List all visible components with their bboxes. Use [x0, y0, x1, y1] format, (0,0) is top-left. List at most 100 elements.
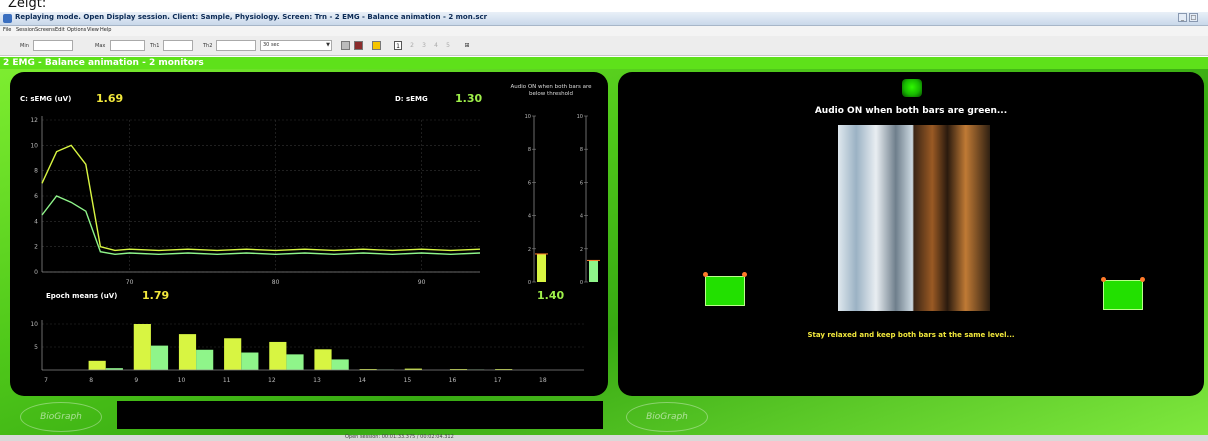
menu-bar: File Session Screens Edit Options View H…	[0, 26, 1208, 36]
layout-icon[interactable]: ⊞	[464, 42, 470, 49]
instruction-text: Stay relaxed and keep both bars at the s…	[807, 331, 1015, 339]
epoch-means-chart: 5 10 7 8 9 10 11 12 13 14 15 16 17 18	[30, 320, 584, 384]
epoch-bar-c	[359, 369, 377, 370]
time-select[interactable]: 30 sec ▼	[260, 40, 332, 51]
meter-tick-label: 8	[580, 147, 583, 153]
pause-icon[interactable]	[372, 41, 381, 50]
page-1[interactable]: 1	[394, 41, 402, 50]
epoch-bar-c	[178, 334, 197, 370]
epoch-bar-d	[286, 354, 304, 370]
min-input[interactable]	[33, 40, 73, 51]
d-semg-value: 1.30	[455, 92, 483, 105]
epoch-bar-d	[105, 368, 123, 370]
status-text: Open session: 00:01:33.375 / 00:02:04.31…	[345, 434, 454, 440]
meter-tick-label: 2	[580, 247, 583, 253]
x-tick-label: 90	[418, 279, 426, 286]
left-monitor-panel: C: sEMG (uV) 1.69 D: sEMG 1.30 Audio ON …	[10, 72, 608, 396]
epoch-bar-d	[241, 352, 259, 370]
biograph-logo-left: BioGraph	[20, 402, 102, 432]
message-bar	[117, 401, 603, 429]
meter-tick-label: 10	[577, 114, 583, 120]
y-tick-label: 2	[34, 244, 38, 251]
page-2[interactable]: 2	[410, 42, 414, 49]
x-tick-label: 15	[404, 377, 412, 384]
x-tick-label: 17	[494, 377, 502, 384]
balance-image	[838, 125, 990, 311]
audio-lamp-icon	[902, 79, 922, 97]
screen-header: 2 EMG - Balance animation - 2 monitors	[0, 57, 1208, 69]
c-semg-label: C: sEMG (uV)	[20, 95, 72, 103]
th2-input[interactable]	[216, 40, 256, 51]
semg-line-chart: 0 2 4 6 8 10 12 70 80 90	[30, 116, 481, 286]
window-title: Replaying mode. Open Display session. Cl…	[15, 13, 488, 21]
meter-tick-label: 0	[580, 280, 583, 286]
series-d-line	[41, 195, 481, 255]
c-semg-value: 1.69	[96, 92, 124, 105]
max-label: Max	[95, 43, 106, 49]
epoch-bar-c	[269, 341, 287, 370]
stop-icon[interactable]	[341, 41, 350, 50]
y-tick-label: 12	[30, 117, 38, 124]
audio-threshold-note: Audio ON when both bars are below thresh…	[510, 84, 592, 97]
epoch-means-label: Epoch means (uV)	[46, 292, 118, 300]
right-bar-marker	[1101, 277, 1106, 282]
th1-label: Th1	[150, 43, 160, 49]
audio-heading: Audio ON when both bars are green...	[814, 106, 1008, 116]
meter-tick-label: 0	[528, 280, 531, 286]
meter-bar-d	[589, 260, 598, 282]
y-tick-label: 0	[34, 269, 38, 276]
meter-tick-label: 4	[580, 214, 583, 220]
x-tick-label: 70	[126, 279, 134, 286]
menu-options[interactable]: Options	[67, 27, 87, 33]
chevron-down-icon: ▼	[326, 42, 330, 48]
epoch-bar-d	[331, 359, 349, 370]
right-monitor-panel: Audio ON when both bars are green... Sta…	[618, 72, 1204, 396]
x-tick-label: 18	[539, 377, 547, 384]
x-tick-label: 9	[134, 377, 138, 384]
meter-bar-c	[537, 253, 546, 282]
app-icon	[3, 14, 12, 23]
restore-icon[interactable]: □	[1189, 13, 1198, 22]
th2-label: Th2	[203, 43, 213, 49]
x-tick-label: 16	[449, 377, 457, 384]
epoch-d-value: 1.40	[537, 289, 565, 302]
menu-screens[interactable]: Screens	[35, 27, 55, 33]
y-tick-label: 5	[34, 344, 38, 351]
epoch-bar-d	[150, 345, 169, 370]
page-3[interactable]: 3	[422, 42, 426, 49]
x-tick-label: 7	[44, 377, 48, 384]
page-4[interactable]: 4	[434, 42, 438, 49]
left-balance-bar	[705, 276, 745, 306]
record-icon[interactable]	[354, 41, 363, 50]
menu-file[interactable]: File	[3, 27, 12, 33]
x-tick-label: 8	[89, 377, 93, 384]
left-bar-marker	[742, 272, 747, 277]
min-label: Min	[20, 43, 29, 49]
epoch-bar-c	[133, 324, 151, 370]
epoch-bar-c	[495, 369, 513, 370]
d-semg-label: D: sEMG	[395, 95, 428, 103]
x-tick-label: 14	[358, 377, 366, 384]
epoch-bar-c	[314, 349, 332, 370]
meter-tick-label: 10	[525, 114, 531, 120]
toolbar: Min Max Th1 Th2 30 sec ▼ 1 2 3 4 5 ⊞	[0, 36, 1208, 56]
biograph-logo-right: BioGraph	[626, 402, 708, 432]
menu-edit[interactable]: Edit	[55, 27, 65, 33]
caption-text: Zeigt:	[8, 0, 47, 11]
epoch-bar-c	[88, 360, 106, 370]
x-tick-label: 12	[268, 377, 276, 384]
menu-help[interactable]: Help	[100, 27, 112, 33]
x-tick-label: 80	[272, 279, 280, 286]
menu-view[interactable]: View	[87, 27, 99, 33]
max-input[interactable]	[110, 40, 145, 51]
th1-input[interactable]	[163, 40, 193, 51]
menu-session[interactable]: Session	[16, 27, 36, 33]
x-tick-label: 10	[178, 377, 186, 384]
epoch-bar-c	[404, 368, 422, 370]
minimize-icon[interactable]: _	[1178, 13, 1187, 22]
page-5[interactable]: 5	[446, 42, 450, 49]
semg-bar-meters: 0 2 4 6 8 10 0 2 4 6 8 10	[525, 114, 600, 286]
y-tick-label: 6	[34, 193, 38, 200]
right-balance-bar	[1103, 280, 1143, 310]
